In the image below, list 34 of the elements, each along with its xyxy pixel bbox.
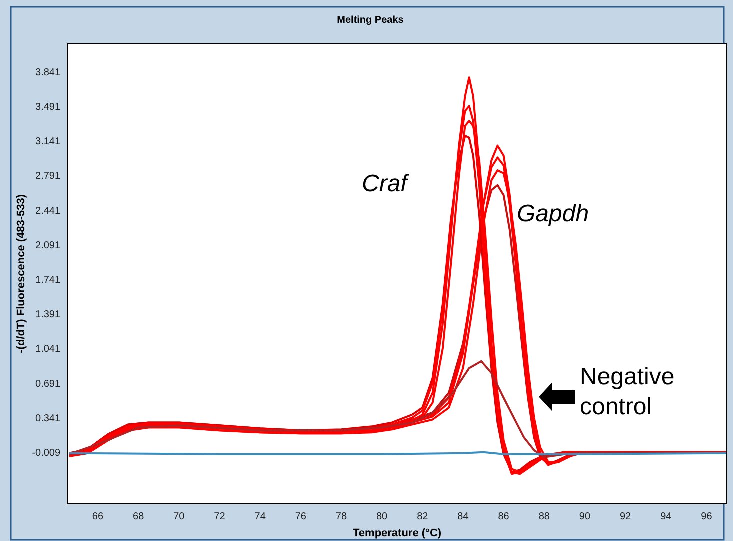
y-tick-label: 2.441 <box>36 206 61 217</box>
x-axis-title: Temperature (°C) <box>353 527 442 540</box>
x-tick-label: 84 <box>458 512 470 523</box>
x-tick-label: 68 <box>133 512 145 523</box>
x-tick-label: 90 <box>579 512 591 523</box>
x-tick-label: 78 <box>336 512 348 523</box>
annotation: Negative control <box>580 364 675 421</box>
x-tick-label: 86 <box>498 512 510 523</box>
y-axis-title: -(d/dT) Fluorescence (483-533) <box>16 194 28 354</box>
x-tick-label: 72 <box>214 512 226 523</box>
x-tick-label: 70 <box>174 512 186 523</box>
y-tick-label: 2.091 <box>36 240 61 252</box>
x-tick-label: 88 <box>538 512 550 523</box>
x-tick-label: 96 <box>701 512 713 523</box>
y-tick-label: 3.141 <box>36 136 61 148</box>
y-tick-label: 3.841 <box>36 67 61 78</box>
chart-title: Melting Peaks <box>337 14 404 26</box>
x-tick-label: 92 <box>620 512 632 523</box>
x-tick-label: 80 <box>376 512 388 523</box>
y-tick-label: 1.741 <box>36 274 61 286</box>
y-tick-label: 1.391 <box>36 310 61 321</box>
y-tick-label: 3.491 <box>36 102 61 113</box>
y-tick-label: 1.041 <box>36 344 61 356</box>
y-tick-label: -0.009 <box>32 448 61 460</box>
y-tick-label: 0.691 <box>36 378 61 390</box>
x-tick-label: 94 <box>660 512 672 523</box>
annotation: Craf <box>362 170 410 198</box>
x-tick-label: 66 <box>92 512 104 523</box>
y-tick-label: 2.791 <box>36 171 61 182</box>
x-tick-label: 82 <box>417 512 429 523</box>
x-tick-label: 76 <box>295 512 307 523</box>
x-tick-label: 74 <box>254 512 266 523</box>
y-tick-label: 0.341 <box>36 413 61 424</box>
annotation: Gapdh <box>517 200 590 228</box>
